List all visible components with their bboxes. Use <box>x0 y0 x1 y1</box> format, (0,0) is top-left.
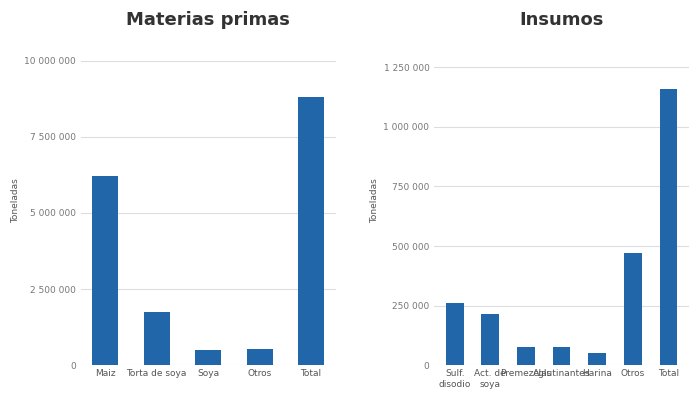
Title: Materias primas: Materias primas <box>126 11 290 29</box>
Title: Insumos: Insumos <box>519 11 604 29</box>
Bar <box>659 89 678 365</box>
Bar <box>482 314 499 365</box>
Bar <box>553 348 570 365</box>
Bar <box>195 350 221 365</box>
Bar <box>92 176 118 365</box>
Bar <box>517 348 535 365</box>
Bar <box>247 348 272 365</box>
Bar <box>588 353 606 365</box>
Bar <box>298 97 324 365</box>
Y-axis label: Toneladas: Toneladas <box>370 178 379 223</box>
Y-axis label: Toneladas: Toneladas <box>11 178 20 223</box>
Bar <box>446 303 463 365</box>
Bar <box>144 312 169 365</box>
Bar <box>624 253 642 365</box>
